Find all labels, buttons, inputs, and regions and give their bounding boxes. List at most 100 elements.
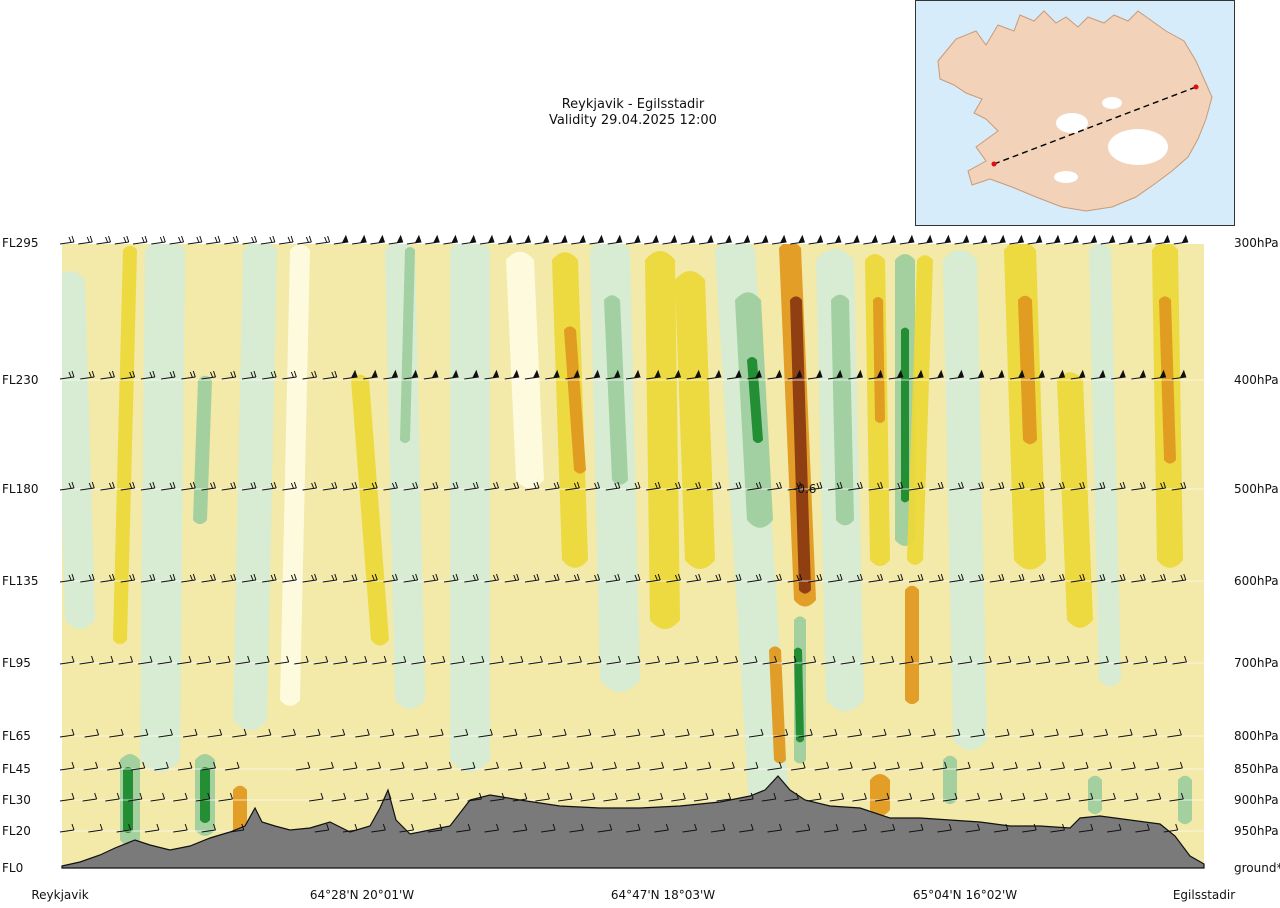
wind-barb (363, 573, 378, 583)
wind-barb (154, 761, 169, 771)
terrain-profile (61, 775, 1205, 869)
wind-barb (322, 370, 338, 380)
wind-barb (861, 761, 877, 771)
wind-barb (1033, 792, 1048, 802)
wind-barb (80, 573, 95, 583)
wind-barb (456, 823, 471, 833)
glacier-north (1102, 97, 1122, 109)
wind-barb (181, 481, 196, 491)
wind-barb (333, 234, 349, 245)
wind-barb (782, 655, 797, 665)
wind-barb (161, 573, 176, 583)
iceland-landmass (937, 10, 1213, 212)
wind-barb (508, 655, 524, 665)
wind-barb (78, 235, 93, 245)
wind-barb (675, 728, 690, 738)
wind-barb (795, 823, 811, 833)
wind-barb (863, 234, 879, 245)
wind-barb (403, 369, 419, 380)
wind-barb (1044, 728, 1059, 738)
wind-barb (306, 728, 321, 738)
wind-barb (187, 235, 203, 245)
wind-barb (96, 235, 111, 245)
wind-barb (828, 369, 843, 380)
wind-barb (1121, 761, 1136, 771)
wind-barb (484, 369, 500, 380)
wind-barb (1151, 481, 1167, 491)
field-band (604, 295, 628, 485)
wind-barb (838, 761, 853, 771)
wind-barb (425, 234, 440, 245)
wind-barb (279, 235, 294, 245)
wind-barb (207, 728, 223, 738)
wind-barb (127, 792, 143, 802)
wind-barb (241, 370, 257, 380)
wind-barb (484, 481, 499, 491)
wind-barb (645, 655, 660, 665)
wind-barb (589, 234, 605, 245)
wind-barb (161, 370, 176, 380)
wind-barb (1131, 481, 1146, 491)
wind-barb (120, 573, 136, 583)
wind-barb (791, 761, 806, 771)
wind-barb (693, 792, 709, 802)
wind-barb (840, 655, 856, 665)
field-band (140, 244, 185, 772)
wind-barb (541, 823, 556, 833)
wind-barb (59, 792, 75, 802)
wind-barb (847, 728, 862, 738)
wind-barb (1107, 823, 1122, 833)
wind-barb (603, 792, 618, 802)
y-left-tick: FL295 (2, 236, 39, 250)
y-right-tick: 500hPa (1234, 482, 1279, 496)
y-right-tick: 800hPa (1234, 729, 1279, 743)
wind-barb (1050, 481, 1065, 491)
wind-barb (1016, 655, 1031, 665)
x-tick: 64°47'N 18°03'W (611, 888, 715, 902)
wind-barb (331, 792, 347, 802)
wind-barb (281, 728, 296, 738)
wind-barb (399, 792, 415, 802)
wind-barb (896, 728, 912, 738)
wind-barb (352, 655, 368, 665)
wind-barb (625, 573, 641, 583)
wind-barb (116, 823, 132, 833)
wind-barb (118, 655, 134, 665)
wind-barb (484, 823, 499, 833)
wind-barb (996, 655, 1012, 665)
wind-barb (151, 235, 166, 245)
wind-barb (524, 481, 540, 491)
wind-barb (196, 655, 212, 665)
wind-barb (625, 761, 641, 771)
wind-barb (646, 573, 661, 583)
wind-barb (807, 573, 823, 583)
wind-barb (937, 823, 952, 833)
wind-barb (808, 234, 824, 245)
wind-barb (644, 234, 659, 245)
wind-barb (826, 234, 842, 245)
field-band (564, 326, 586, 474)
wind-barb (773, 728, 789, 738)
wind-barb (605, 573, 621, 583)
wind-barb (748, 728, 764, 738)
wind-barb (648, 792, 664, 802)
wind-barb (1078, 823, 1094, 833)
glacier-west (1056, 113, 1088, 133)
route-end-marker (1193, 84, 1199, 90)
wind-barb (132, 235, 148, 245)
wind-barb (558, 792, 573, 802)
right-axis-ticks: 300hPa 400hPa 500hPa 600hPa 700hPa 800hPa 850h… (1234, 236, 1280, 875)
wind-barb (1019, 728, 1035, 738)
x-tick: Egilsstadir (1173, 888, 1235, 902)
wind-barb (80, 481, 95, 491)
wind-barb (888, 573, 904, 583)
wind-barb (991, 234, 1006, 245)
wind-barb (130, 761, 146, 771)
chart-title-block: Reykjavik - Egilsstadir Validity 29.04.2… (480, 97, 786, 129)
wind-barb (666, 369, 682, 380)
glacier-vatnajokull (1108, 129, 1168, 165)
field-band (193, 375, 212, 525)
wind-barb (586, 655, 602, 665)
wind-barb (625, 234, 641, 245)
wind-barb (699, 728, 715, 738)
